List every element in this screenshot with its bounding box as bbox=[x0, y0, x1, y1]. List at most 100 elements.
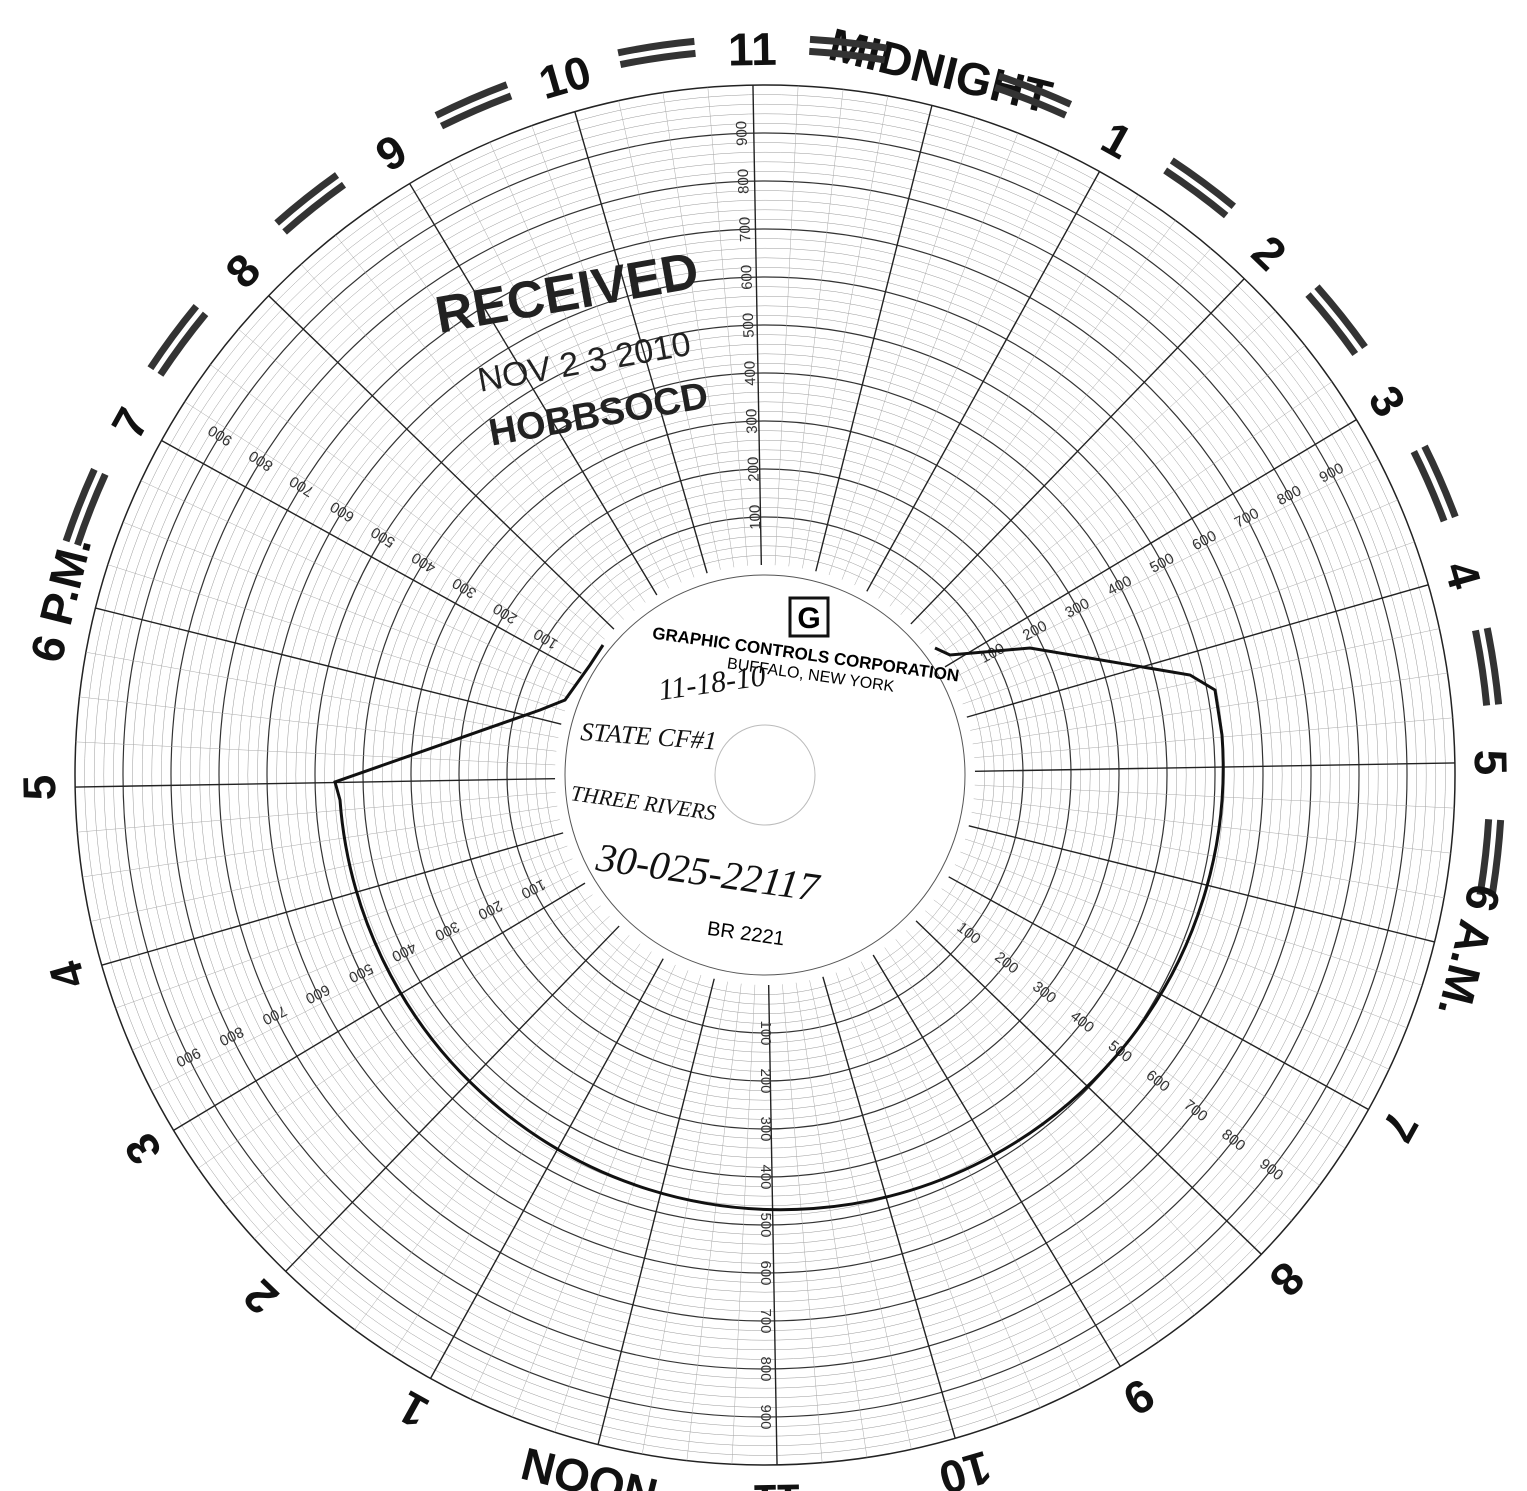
hour-label: 4 bbox=[38, 955, 95, 994]
time-line bbox=[75, 777, 556, 788]
time-line bbox=[848, 967, 1041, 1408]
time-line bbox=[90, 819, 560, 922]
grid-circle bbox=[362, 372, 1168, 1178]
grid-circle bbox=[132, 142, 1398, 1408]
grid-circle bbox=[276, 286, 1254, 1264]
time-line bbox=[254, 916, 610, 1240]
time-line bbox=[971, 812, 1445, 899]
time-line bbox=[974, 762, 1455, 773]
hour-label: 10 bbox=[533, 45, 597, 109]
time-line bbox=[151, 870, 579, 1092]
time-line bbox=[554, 974, 702, 1433]
time-line bbox=[951, 458, 1379, 680]
time-line bbox=[300, 264, 624, 620]
night-bar bbox=[1483, 627, 1503, 705]
scale-label: 200 bbox=[757, 1068, 774, 1093]
time-line bbox=[809, 980, 912, 1450]
night-bar bbox=[1169, 157, 1237, 210]
hour-label: 11 bbox=[728, 23, 778, 76]
grid-circle bbox=[161, 171, 1369, 1379]
grid-circle bbox=[228, 238, 1302, 1312]
scale-label: 500 bbox=[757, 1212, 774, 1237]
night-bar bbox=[439, 92, 513, 130]
time-line bbox=[828, 117, 976, 576]
hour-label: 7 bbox=[1371, 1103, 1429, 1151]
time-line bbox=[77, 792, 556, 833]
time-line bbox=[920, 310, 1276, 634]
scale-label: 300 bbox=[757, 1116, 774, 1141]
grid-circle bbox=[401, 411, 1129, 1139]
time-line bbox=[132, 858, 573, 1051]
grid-circle bbox=[525, 535, 1005, 1015]
scale-label: 600 bbox=[757, 1260, 774, 1285]
pen-trace bbox=[333, 644, 1225, 1212]
hour-label: 5 bbox=[13, 774, 65, 800]
grid-circle bbox=[516, 526, 1014, 1024]
time-line bbox=[960, 851, 1408, 1029]
time-line bbox=[448, 161, 670, 589]
time-line bbox=[354, 943, 641, 1330]
time-line bbox=[910, 278, 1245, 625]
night-bar bbox=[1314, 284, 1368, 350]
night-bar bbox=[62, 467, 98, 543]
hour-label: 4 bbox=[1434, 555, 1491, 594]
time-line bbox=[597, 978, 715, 1445]
time-line bbox=[970, 628, 1440, 731]
grid-circle bbox=[372, 382, 1158, 1168]
time-line bbox=[391, 951, 652, 1356]
grid-circle bbox=[266, 276, 1264, 1274]
grid-circle bbox=[84, 94, 1446, 1456]
grid-circle bbox=[314, 324, 1216, 1226]
logo: G bbox=[797, 602, 820, 635]
grid-circle bbox=[381, 391, 1149, 1159]
scale-label: 100 bbox=[747, 504, 765, 530]
time-line bbox=[335, 234, 635, 611]
time-line bbox=[968, 825, 1435, 943]
night-bar bbox=[993, 84, 1068, 119]
hour-label: 5 bbox=[1465, 749, 1517, 775]
time-line bbox=[210, 364, 597, 651]
grid-circle bbox=[333, 343, 1197, 1207]
time-line bbox=[409, 183, 658, 596]
grid-circle bbox=[170, 180, 1360, 1370]
hour-label: 8 bbox=[1260, 1252, 1315, 1307]
time-line bbox=[184, 401, 589, 662]
time-line bbox=[889, 220, 1176, 607]
time-line bbox=[429, 958, 664, 1379]
time-line bbox=[957, 499, 1398, 692]
scale-label: 800 bbox=[757, 1356, 774, 1381]
time-line bbox=[85, 651, 559, 738]
time-line bbox=[895, 939, 1195, 1316]
grid-circle bbox=[506, 516, 1024, 1034]
night-bar bbox=[274, 172, 340, 226]
time-line bbox=[686, 983, 742, 1461]
time-line bbox=[974, 784, 1455, 809]
time-line bbox=[489, 142, 682, 583]
center-hole bbox=[714, 724, 816, 826]
time-line bbox=[731, 984, 756, 1465]
hour-label: 1 bbox=[389, 1381, 437, 1439]
time-line bbox=[915, 920, 1262, 1255]
time-line bbox=[268, 295, 615, 630]
time-line bbox=[866, 171, 1101, 592]
grid-circle bbox=[545, 555, 985, 995]
grid-circle bbox=[458, 468, 1072, 1082]
time-line bbox=[122, 521, 570, 699]
time-line bbox=[944, 419, 1357, 668]
night-bar bbox=[617, 37, 695, 57]
hour-label: 1 bbox=[1093, 111, 1141, 169]
grid-circle bbox=[410, 420, 1120, 1130]
grid-circle bbox=[93, 103, 1437, 1447]
time-line bbox=[974, 717, 1453, 758]
time-line bbox=[197, 894, 593, 1169]
time-line bbox=[224, 905, 601, 1205]
hour-label: 8 bbox=[215, 243, 270, 298]
time-line bbox=[371, 207, 646, 603]
time-line bbox=[972, 672, 1448, 745]
time-line bbox=[929, 345, 1306, 645]
night-bar bbox=[434, 81, 509, 119]
grid-circle bbox=[439, 449, 1091, 1101]
scale-label: 800 bbox=[735, 169, 753, 195]
night-bar bbox=[157, 311, 209, 377]
